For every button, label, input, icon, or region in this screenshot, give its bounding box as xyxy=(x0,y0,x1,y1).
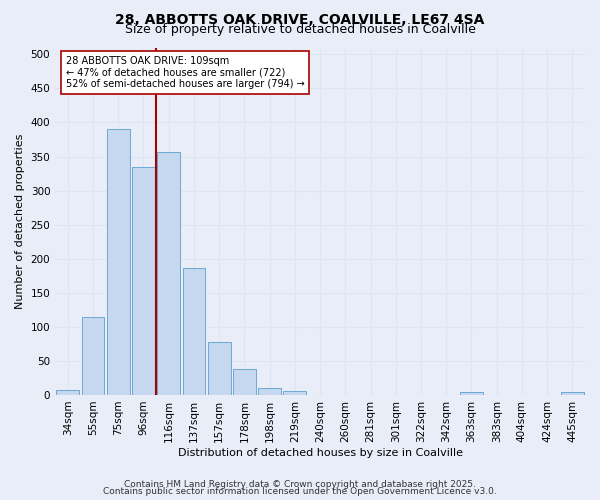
Text: Contains public sector information licensed under the Open Government Licence v3: Contains public sector information licen… xyxy=(103,487,497,496)
Bar xyxy=(56,390,79,395)
Bar xyxy=(258,388,281,395)
Bar xyxy=(107,130,130,395)
Bar xyxy=(460,392,483,395)
Text: 28 ABBOTTS OAK DRIVE: 109sqm
← 47% of detached houses are smaller (722)
52% of s: 28 ABBOTTS OAK DRIVE: 109sqm ← 47% of de… xyxy=(66,56,305,90)
Bar xyxy=(82,316,104,395)
Bar xyxy=(157,152,180,395)
Bar xyxy=(132,166,155,395)
Bar xyxy=(283,391,306,395)
X-axis label: Distribution of detached houses by size in Coalville: Distribution of detached houses by size … xyxy=(178,448,463,458)
Y-axis label: Number of detached properties: Number of detached properties xyxy=(15,134,25,309)
Text: Contains HM Land Registry data © Crown copyright and database right 2025.: Contains HM Land Registry data © Crown c… xyxy=(124,480,476,489)
Bar xyxy=(233,369,256,395)
Bar xyxy=(561,392,584,395)
Text: Size of property relative to detached houses in Coalville: Size of property relative to detached ho… xyxy=(125,22,475,36)
Bar xyxy=(182,268,205,395)
Text: 28, ABBOTTS OAK DRIVE, COALVILLE, LE67 4SA: 28, ABBOTTS OAK DRIVE, COALVILLE, LE67 4… xyxy=(115,12,485,26)
Bar xyxy=(208,342,230,395)
